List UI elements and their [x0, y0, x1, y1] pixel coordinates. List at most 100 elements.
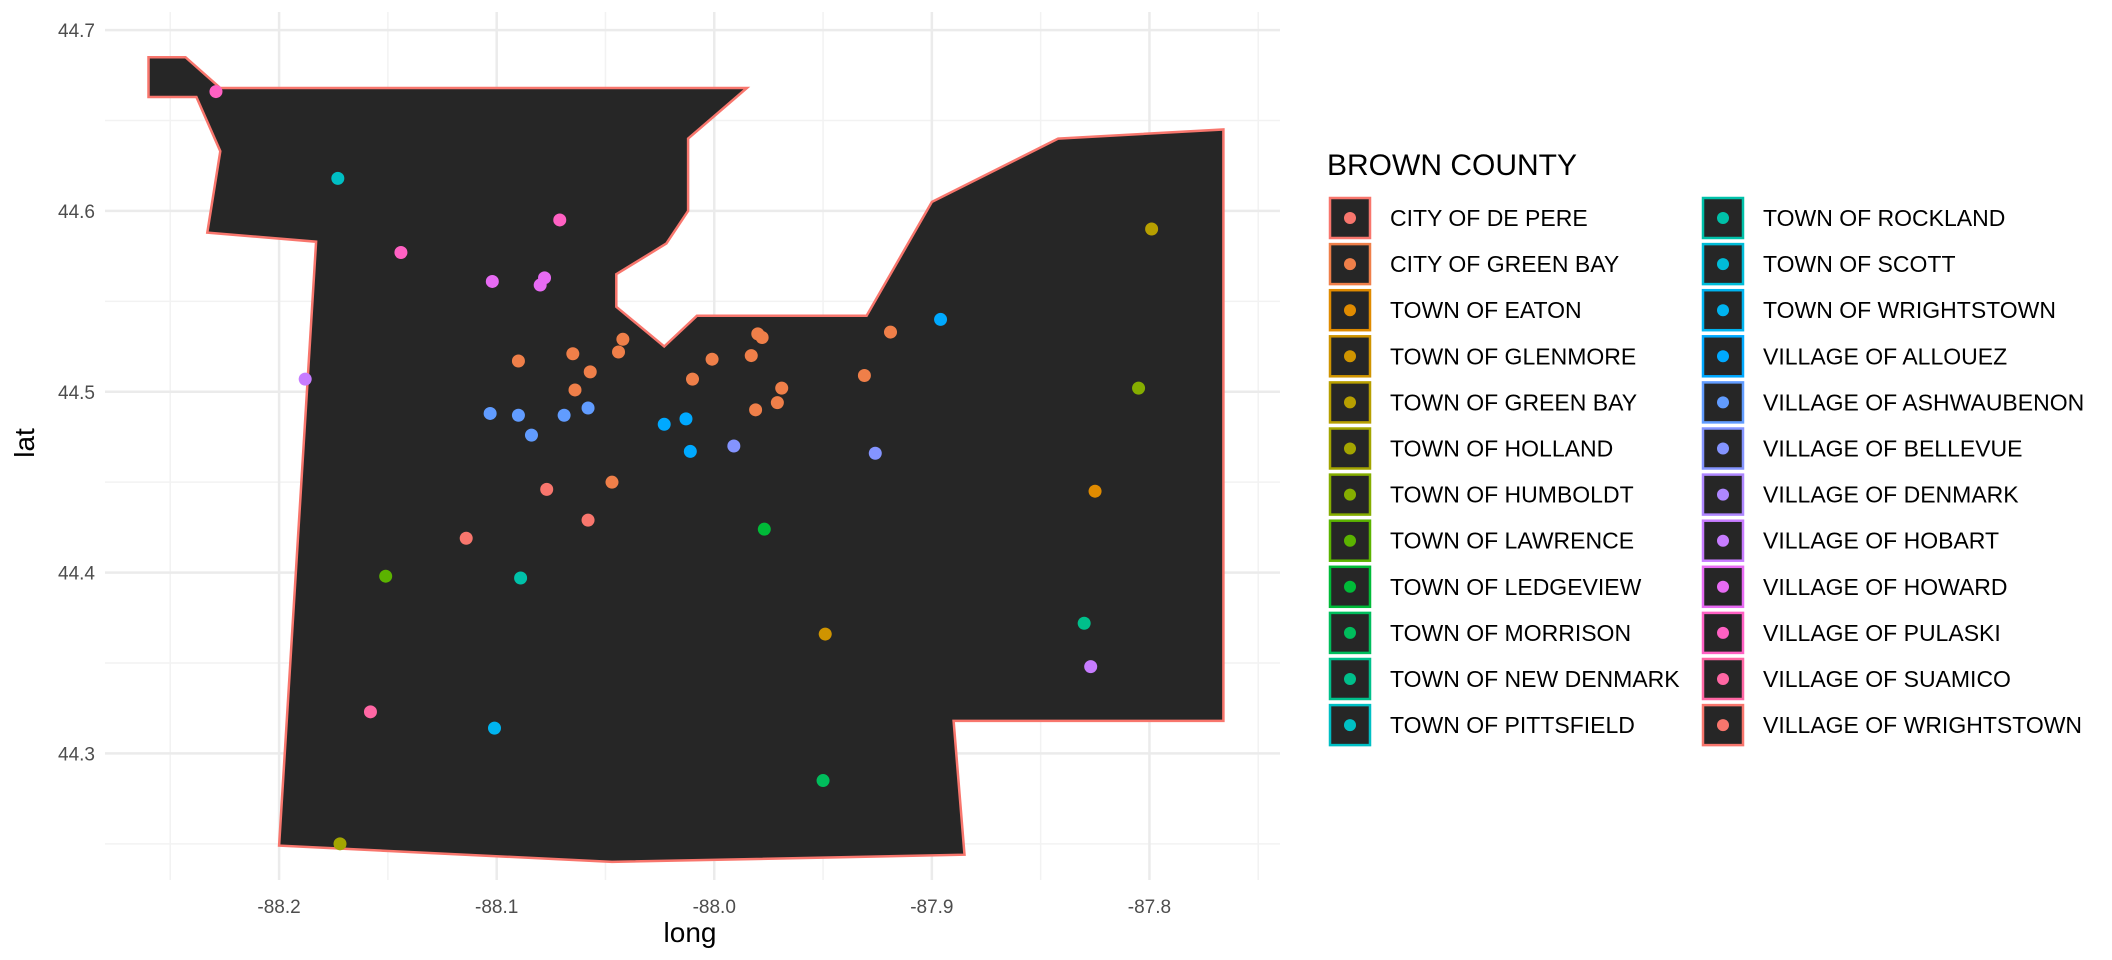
- x-tick-label: -88.2: [257, 897, 300, 918]
- legend-label: VILLAGE OF BELLEVUE: [1763, 436, 2023, 462]
- legend-label: TOWN OF GREEN BAY: [1390, 389, 1637, 415]
- data-point: [298, 372, 312, 386]
- data-point: [568, 383, 582, 397]
- data-point: [679, 412, 693, 426]
- data-point: [749, 403, 763, 417]
- legend-key: [1701, 196, 1745, 240]
- legend-key-dot: [1717, 350, 1729, 363]
- data-point: [514, 571, 528, 585]
- x-tick-label: -87.8: [1128, 897, 1171, 918]
- data-point: [1132, 381, 1146, 395]
- legend-key-dot: [1344, 304, 1356, 317]
- data-point: [616, 332, 630, 346]
- legend: BROWN COUNTY CITY OF DE PERE CITY OF GREE…: [1327, 149, 2084, 747]
- legend-label: TOWN OF HUMBOLDT: [1390, 482, 1634, 508]
- data-point: [1088, 484, 1102, 498]
- data-point: [331, 171, 345, 185]
- legend-label: CITY OF DE PERE: [1390, 205, 1588, 231]
- data-point: [816, 774, 830, 788]
- data-point: [775, 381, 789, 395]
- legend-title: BROWN COUNTY: [1327, 149, 1577, 182]
- y-tick-label: 44.3: [58, 744, 95, 765]
- y-tick-label: 44.4: [58, 564, 95, 585]
- data-point: [683, 444, 697, 458]
- legend-key-dot: [1344, 719, 1356, 732]
- data-point: [581, 401, 595, 415]
- legend-label: VILLAGE OF SUAMICO: [1763, 666, 2011, 692]
- data-point: [566, 347, 580, 361]
- legend-key-dot: [1344, 258, 1356, 271]
- legend-label: TOWN OF MORRISON: [1390, 620, 1631, 646]
- data-point: [857, 368, 871, 382]
- legend-key-dot: [1717, 396, 1729, 409]
- data-point: [744, 349, 758, 363]
- legend-label: VILLAGE OF PULASKI: [1763, 620, 2001, 646]
- data-point: [557, 408, 571, 422]
- legend-key-dot: [1344, 442, 1356, 455]
- legend-key-dot: [1344, 673, 1356, 685]
- legend-key-dot: [1344, 396, 1356, 409]
- legend-key-dot: [1344, 626, 1356, 639]
- y-tick-label: 44.6: [58, 202, 95, 223]
- data-point: [524, 428, 538, 442]
- data-point: [1084, 660, 1098, 674]
- legend-key-dot: [1717, 719, 1729, 732]
- data-point: [657, 417, 671, 431]
- x-tick-label: -88.0: [693, 897, 736, 918]
- data-point: [1077, 616, 1091, 630]
- legend-label: TOWN OF HOLLAND: [1390, 436, 1613, 462]
- legend-label: TOWN OF EATON: [1390, 297, 1582, 323]
- x-axis-title: long: [664, 917, 717, 948]
- data-point: [483, 406, 497, 420]
- data-point: [333, 837, 347, 851]
- data-point: [605, 475, 619, 489]
- legend-label: TOWN OF WRIGHTSTOWN: [1763, 297, 2056, 323]
- data-point: [1145, 222, 1159, 236]
- data-point: [363, 705, 377, 719]
- data-point: [538, 271, 552, 285]
- legend-label: VILLAGE OF HOBART: [1763, 528, 1999, 554]
- data-point: [612, 345, 626, 359]
- data-point: [394, 246, 408, 260]
- data-point: [583, 365, 597, 379]
- legend-label: TOWN OF GLENMORE: [1390, 343, 1636, 369]
- legend-key-dot: [1717, 580, 1729, 593]
- data-point: [727, 439, 741, 453]
- legend-key-dot: [1717, 212, 1729, 224]
- y-axis-title: lat: [9, 428, 40, 458]
- legend-key-dot: [1344, 488, 1356, 501]
- legend-label: TOWN OF ROCKLAND: [1763, 205, 2005, 231]
- legend-label: VILLAGE OF ASHWAUBENON: [1763, 389, 2084, 415]
- legend-label: VILLAGE OF HOWARD: [1763, 574, 2008, 600]
- data-point: [934, 312, 948, 326]
- county-map-layer: [147, 55, 1225, 864]
- legend-key-dot: [1344, 580, 1356, 593]
- data-point: [884, 325, 898, 339]
- legend-label: TOWN OF LAWRENCE: [1390, 528, 1634, 554]
- data-point: [511, 354, 525, 368]
- legend-key-dot: [1717, 626, 1729, 639]
- legend-key: [1701, 242, 1745, 286]
- x-tick-label: -87.9: [910, 897, 953, 918]
- data-point: [379, 569, 393, 583]
- legend-label: VILLAGE OF ALLOUEZ: [1763, 343, 2007, 369]
- legend-label: TOWN OF LEDGEVIEW: [1390, 574, 1642, 600]
- legend-key-dot: [1717, 258, 1729, 271]
- legend-key-dot: [1717, 488, 1729, 501]
- legend-label: CITY OF GREEN BAY: [1390, 251, 1619, 277]
- data-point: [581, 513, 595, 527]
- legend-key: [1701, 473, 1745, 516]
- legend-key-dot: [1717, 673, 1729, 685]
- data-point: [757, 522, 771, 536]
- x-axis-ticks: -88.2 -88.1 -88.0 -87.9 -87.8: [257, 897, 1171, 918]
- y-tick-label: 44.7: [58, 21, 95, 42]
- legend-key-dot: [1717, 442, 1729, 455]
- legend-key-dot: [1344, 212, 1356, 224]
- legend-key-dot: [1344, 350, 1356, 363]
- data-point: [540, 482, 554, 496]
- data-point: [705, 352, 719, 366]
- legend-key: [1328, 473, 1372, 516]
- county-polygon: [147, 55, 1225, 864]
- data-point: [487, 721, 501, 735]
